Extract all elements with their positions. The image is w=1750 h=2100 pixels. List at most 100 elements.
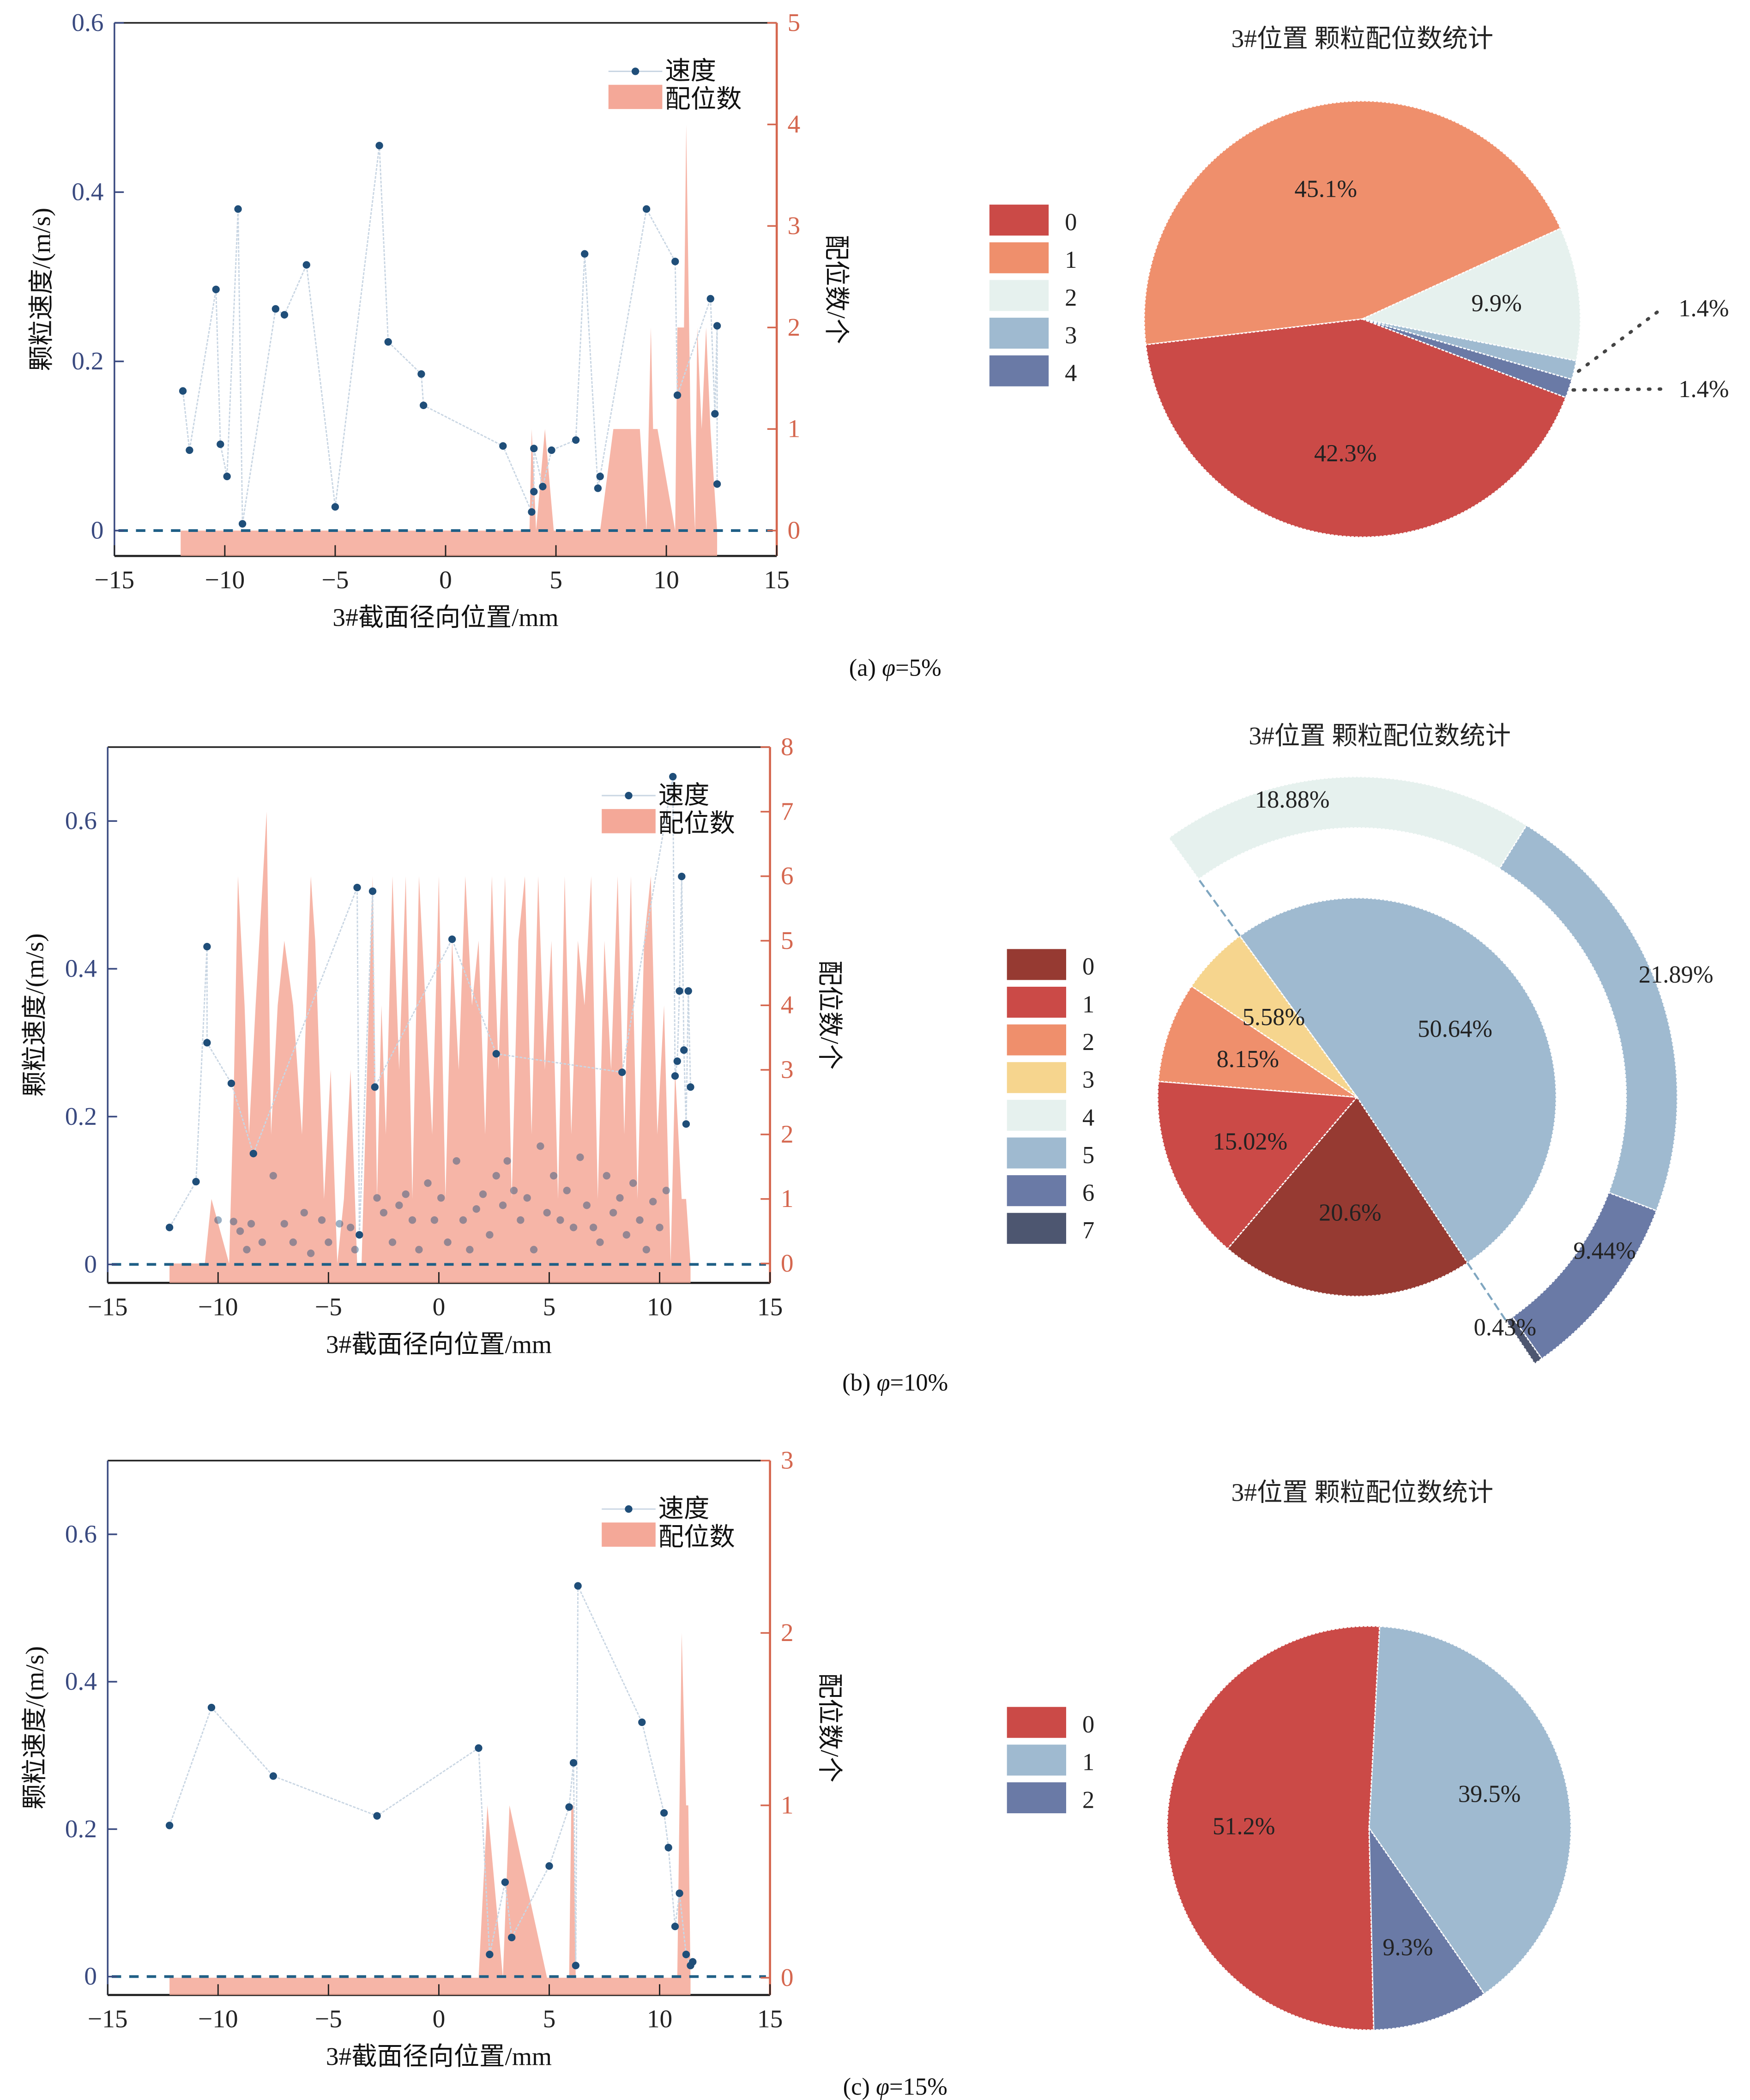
speed-point [499, 442, 507, 450]
speed-cluster-point [466, 1246, 474, 1254]
speed-cluster-point [629, 1179, 637, 1187]
legend-swatch [989, 205, 1049, 236]
y2-axis-label: 配位数/个 [822, 235, 851, 344]
line-chart-c: −15 −10 −5 0 5 10 15 0 0.2 0.4 0.6 0 1 2 3 3#截面径向位置/mm 颗… [20, 1446, 844, 2071]
speed-cluster-point [662, 1187, 670, 1195]
coordination-area [169, 811, 691, 1283]
speed-point [212, 285, 220, 293]
speed-point [508, 1933, 516, 1942]
y-tick-label: 0.4 [65, 1667, 97, 1696]
speed-cluster-point [642, 1246, 651, 1254]
x-tick-label: −10 [198, 2005, 238, 2033]
speed-cluster-point [523, 1194, 531, 1202]
speed-cluster-point [486, 1231, 494, 1239]
speed-point [687, 1083, 694, 1091]
x-tick-label: 0 [433, 2005, 446, 2033]
speed-cluster-point [336, 1220, 344, 1228]
legend-label: 2 [1082, 1029, 1094, 1056]
speed-point [642, 205, 651, 213]
speed-point [371, 1083, 379, 1091]
speed-point [572, 1961, 580, 1969]
x-tick-label: 10 [647, 1292, 672, 1321]
caption-c: (c) φ=15% [843, 2073, 947, 2100]
speed-cluster-point [530, 1246, 538, 1254]
speed-cluster-point [549, 1172, 558, 1180]
pie-title: 3#位置 颗粒配位数统计 [1231, 24, 1494, 53]
legend-swatch [1007, 986, 1066, 1018]
y2-tick-label: 2 [788, 313, 801, 341]
pie-outer-label: 21.89% [1639, 961, 1714, 988]
speed-cluster-point [430, 1216, 439, 1224]
y2-tick-label: 4 [781, 991, 794, 1019]
speed-point [417, 370, 425, 378]
speed-point [572, 436, 580, 444]
speed-cluster-point [499, 1201, 507, 1209]
legend-swatch [989, 242, 1049, 273]
speed-point [569, 1759, 578, 1767]
legend-label: 2 [1082, 1786, 1094, 1813]
y-tick-label: 0.2 [72, 347, 103, 375]
speed-cluster-point [247, 1220, 255, 1228]
legend-label: 4 [1065, 360, 1077, 386]
speed-cluster-point [243, 1246, 251, 1254]
legend-swatch [1007, 949, 1066, 980]
x-tick-label: −10 [198, 1292, 238, 1321]
speed-cluster-point [229, 1218, 237, 1225]
legend-speed-label: 速度 [658, 781, 710, 809]
speed-point [192, 1177, 200, 1186]
legend-speed-marker [625, 791, 633, 800]
speed-line [169, 776, 691, 1235]
speed-cluster-point [236, 1227, 244, 1235]
speed-cluster-point [395, 1201, 403, 1209]
legend-label: 3 [1082, 1067, 1094, 1093]
pie-value-label: 1.4% [1678, 295, 1729, 322]
speed-cluster-point [424, 1179, 432, 1187]
pie-connector-line [1198, 879, 1241, 937]
speed-point [420, 401, 428, 410]
speed-cluster-point [510, 1187, 518, 1195]
speed-point [165, 1822, 174, 1829]
pie-value-label: 45.1% [1295, 175, 1358, 202]
legend-swatch [1007, 1024, 1066, 1056]
pie-value-label: 39.5% [1458, 1780, 1521, 1807]
speed-cluster-point [636, 1216, 644, 1224]
speed-line [169, 1585, 694, 1967]
speed-point [671, 258, 679, 266]
x-axis-label: 3#截面径向位置/mm [332, 603, 558, 632]
speed-cluster-point [517, 1216, 525, 1224]
speed-point [664, 1844, 672, 1852]
speed-cluster-point [318, 1216, 326, 1224]
x-tick-label: −15 [88, 1292, 128, 1321]
speed-point [528, 508, 536, 516]
speed-point [269, 1772, 277, 1780]
speed-cluster-point [596, 1238, 604, 1246]
speed-point [676, 1889, 683, 1897]
speed-point [272, 305, 280, 313]
speed-cluster-point [603, 1172, 610, 1180]
speed-point [669, 772, 677, 781]
speed-line [182, 145, 718, 524]
pie-value-label: 9.3% [1382, 1934, 1433, 1961]
x-tick-label: 0 [439, 566, 452, 594]
speed-cluster-point [347, 1224, 355, 1231]
speed-point [682, 1120, 690, 1128]
pie-inner-slice [1226, 1096, 1469, 1297]
speed-cluster-point [589, 1224, 597, 1231]
pie-slice [1360, 227, 1581, 362]
legend-swatch [989, 318, 1049, 349]
legend-swatch [1007, 1213, 1066, 1244]
x-tick-label: 5 [549, 566, 562, 594]
legend-swatch [1007, 1137, 1066, 1169]
speed-cluster-point [537, 1142, 544, 1150]
pie-outer-segment [1498, 824, 1678, 1212]
speed-cluster-point [258, 1238, 266, 1246]
legend-coord-label: 配位数 [658, 1523, 735, 1551]
x-tick-label: 10 [653, 566, 679, 594]
speed-cluster-point [408, 1216, 416, 1224]
speed-cluster-point [492, 1172, 500, 1180]
legend-swatch [1007, 1062, 1066, 1093]
y2-tick-label: 1 [781, 1791, 794, 1819]
pie-slice [1145, 318, 1567, 538]
speed-point [501, 1878, 509, 1886]
coordination-area [181, 124, 718, 556]
